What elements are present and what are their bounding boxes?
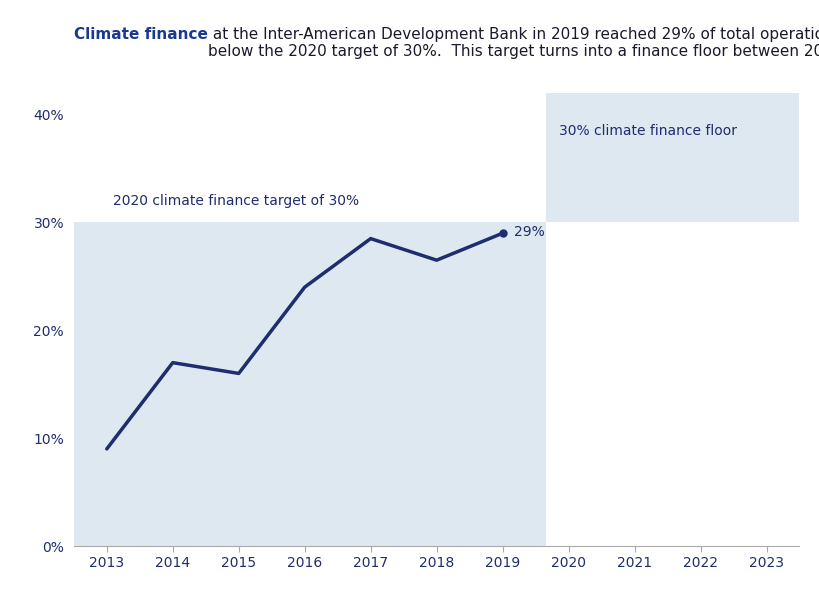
Text: at the Inter-American Development Bank in 2019 reached 29% of total operations,
: at the Inter-American Development Bank i…	[207, 27, 819, 59]
Text: Climate finance: Climate finance	[74, 27, 207, 42]
Text: 30% climate finance floor: 30% climate finance floor	[558, 124, 735, 138]
Text: 2020 climate finance target of 30%: 2020 climate finance target of 30%	[113, 194, 359, 208]
Bar	[545, 93, 799, 223]
Bar	[74, 223, 545, 546]
Text: 29%: 29%	[514, 225, 545, 239]
